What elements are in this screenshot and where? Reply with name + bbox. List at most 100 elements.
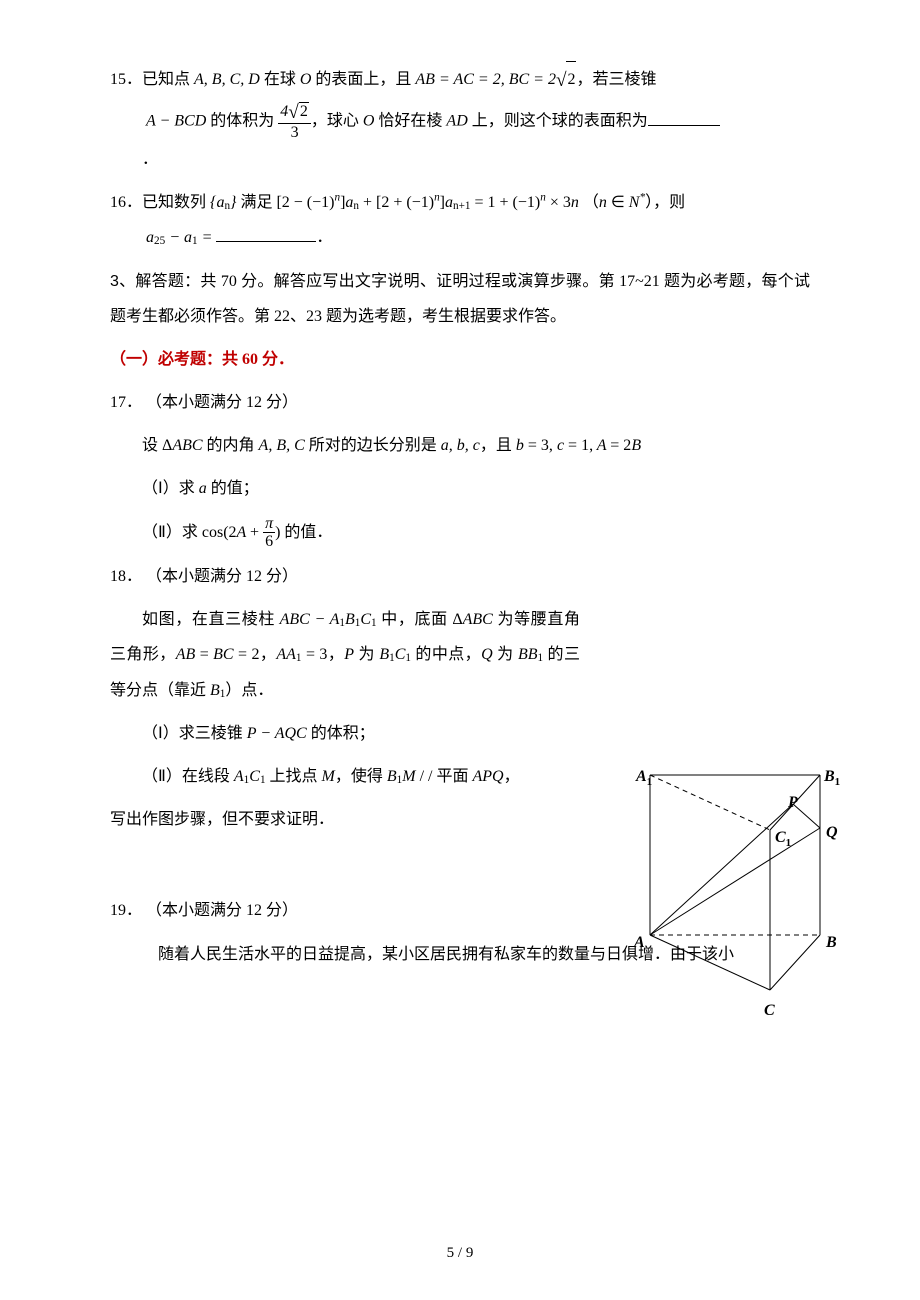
q16-cond: n ∈ N* xyxy=(599,194,645,211)
question-15: 15．已知点 A, B, C, D 在球 O 的表面上，且 AB = AC = … xyxy=(110,60,810,177)
q17-p1-a: a xyxy=(199,480,207,497)
q17-s4: ，且 xyxy=(480,437,516,454)
q17-p2-label: （Ⅱ）求 xyxy=(142,524,202,541)
prism-figure: A1 B1 C1 P Q A B C xyxy=(630,755,845,1015)
q16-n: n xyxy=(224,200,230,212)
label-B1: B1 xyxy=(824,759,840,794)
q18-prism: ABC − A1B1C1 xyxy=(280,611,377,628)
prism-svg xyxy=(630,755,845,1015)
q19-number: 19． xyxy=(110,902,142,919)
q15-vol-den: 3 xyxy=(278,124,311,142)
q17-pi: π xyxy=(263,515,275,534)
q15-sqrt-val: 2 xyxy=(566,61,576,97)
q18-B1M: B1M xyxy=(387,768,416,785)
q18-l2e: 的中点， xyxy=(411,646,481,663)
q16-period: ． xyxy=(316,229,332,246)
q18-p2m1: 上找点 xyxy=(266,768,322,785)
q17-six: 6 xyxy=(263,533,275,551)
q17-given: b = 3, c = 1, A = 2B xyxy=(516,437,641,454)
q16-cond-open: （ xyxy=(583,194,599,211)
q17-s1: 设 xyxy=(142,437,162,454)
q18-part2: （Ⅱ）在线段 A1C1 上找点 M，使得 B1M / / 平面 APQ， xyxy=(110,759,580,794)
label-P: P xyxy=(788,785,798,820)
q18-B1C1: B1C1 xyxy=(379,646,411,663)
q15-t5: 的体积为 xyxy=(206,113,278,130)
q17-p1-tail: 的值； xyxy=(207,480,259,497)
question-18: 18． （本小题满分 12 分） xyxy=(110,559,810,594)
q15-t6: ，球心 xyxy=(311,113,363,130)
q18-p2t1: ， xyxy=(504,768,520,785)
q18-l1c: 为等腰 xyxy=(493,611,548,628)
q15-answer-blank[interactable] xyxy=(648,109,720,126)
q18-l3c: ）点． xyxy=(225,682,273,699)
q17-triangle: ΔABC xyxy=(162,437,203,454)
q15-number: 15． xyxy=(110,71,142,88)
q18-l2b: ， xyxy=(260,646,277,663)
q18-p2-label: （Ⅱ）在线段 xyxy=(142,768,234,785)
section-3-sub: （一）必考题：共 60 分． xyxy=(110,342,810,377)
q15-vol-rad: 2 xyxy=(299,102,309,121)
exam-page: 15．已知点 A, B, C, D 在球 O 的表面上，且 AB = AC = … xyxy=(0,0,920,1300)
q18-B1: B1 xyxy=(210,682,225,699)
q15-vol-num-4: 4 xyxy=(280,103,288,120)
q15-AD: AD xyxy=(446,113,467,130)
q16-cond-close: ），则 xyxy=(645,194,685,211)
q15-O: O xyxy=(300,71,312,88)
label-A1: A1 xyxy=(636,759,652,794)
q18-A1C1: A1C1 xyxy=(234,768,266,785)
q18-P: P xyxy=(344,646,354,663)
label-C: C xyxy=(764,993,775,1028)
section-3-sublabel: （一）必考题：共 60 分． xyxy=(110,351,294,368)
q15-t2: 在球 xyxy=(260,71,300,88)
q15-volume-frac: 4√2 3 xyxy=(278,102,311,142)
q18-base: ΔABC xyxy=(452,611,493,628)
q18-stem: 如图，在直三棱柱 ABC − A1B1C1 中，底面 ΔABC 为等腰直角三角形… xyxy=(110,602,580,708)
q16-1: 1 xyxy=(192,235,198,247)
q17-part2: （Ⅱ）求 cos(2A + π 6 ) 的值． xyxy=(110,515,810,551)
q17-p2-expr: cos(2A + π 6 ) xyxy=(202,524,281,541)
q15-eq1: AB = AC = 2, BC = 2√2 xyxy=(415,71,576,88)
q15-t1: 已知点 xyxy=(142,71,194,88)
label-B: B xyxy=(826,925,837,960)
q15-period: ． xyxy=(142,151,158,168)
sqrt-icon-2: √2 xyxy=(288,102,309,123)
q18-l2d: 为 xyxy=(354,646,379,663)
q18-p1-label: （Ⅰ）求三棱锥 xyxy=(142,725,247,742)
q18-p1-tail: 的体积； xyxy=(307,725,375,742)
q17-sides: a, b, c xyxy=(441,437,480,454)
q17-s3: 所对的边长分别是 xyxy=(305,437,441,454)
section-3-text: 共 70 分。解答应写出文字说明、证明过程或演算步骤。第 17~21 题为必考题… xyxy=(110,273,810,325)
sqrt-icon: √2 xyxy=(556,60,577,102)
label-A: A xyxy=(634,925,645,960)
q18-eq1: AB = BC = 2 xyxy=(176,646,260,663)
q18-BB1: BB1 xyxy=(518,646,543,663)
q17-number: 17． xyxy=(110,394,142,411)
q18-Q: Q xyxy=(481,646,493,663)
q18-l3a: 为 xyxy=(493,646,518,663)
q16-answer-blank[interactable] xyxy=(216,225,316,242)
q18-p2m2: ，使得 xyxy=(335,768,387,785)
label-Q: Q xyxy=(826,815,838,850)
q18-points: （本小题满分 12 分） xyxy=(146,568,298,585)
q17-stem: 设 ΔABC 的内角 A, B, C 所对的边长分别是 a, b, c，且 b … xyxy=(110,428,810,463)
label-C1: C1 xyxy=(775,820,791,855)
q18-APQ: APQ xyxy=(473,768,504,785)
q15-solid: A − BCD xyxy=(146,113,206,130)
q18-l1b: 中，底面 xyxy=(377,611,453,628)
question-17: 17． （本小题满分 12 分） xyxy=(110,385,810,420)
q17-s2: 的内角 xyxy=(203,437,259,454)
page-footer: 5 / 9 xyxy=(0,1237,920,1270)
q19-points: （本小题满分 12 分） xyxy=(146,902,298,919)
q17-part1: （Ⅰ）求 a 的值； xyxy=(110,471,810,506)
q18-M: M xyxy=(322,768,335,785)
q18-l2c: ， xyxy=(327,646,344,663)
q17-points: （本小题满分 12 分） xyxy=(146,394,298,411)
q18-p2m3: / / 平面 xyxy=(416,768,473,785)
q16-t2: 满足 xyxy=(236,194,276,211)
q16-seq: {an} xyxy=(210,194,236,211)
q18-part1: （Ⅰ）求三棱锥 P − AQC 的体积； xyxy=(110,716,580,751)
q16-recurrence: [2 − (−1)n]an + [2 + (−1)n]an+1 = 1 + (−… xyxy=(276,194,578,211)
q15-t4: ，若三棱锥 xyxy=(576,71,656,88)
q17-angles: A, B, C xyxy=(259,437,305,454)
q18-p1-solid: P − AQC xyxy=(247,725,307,742)
